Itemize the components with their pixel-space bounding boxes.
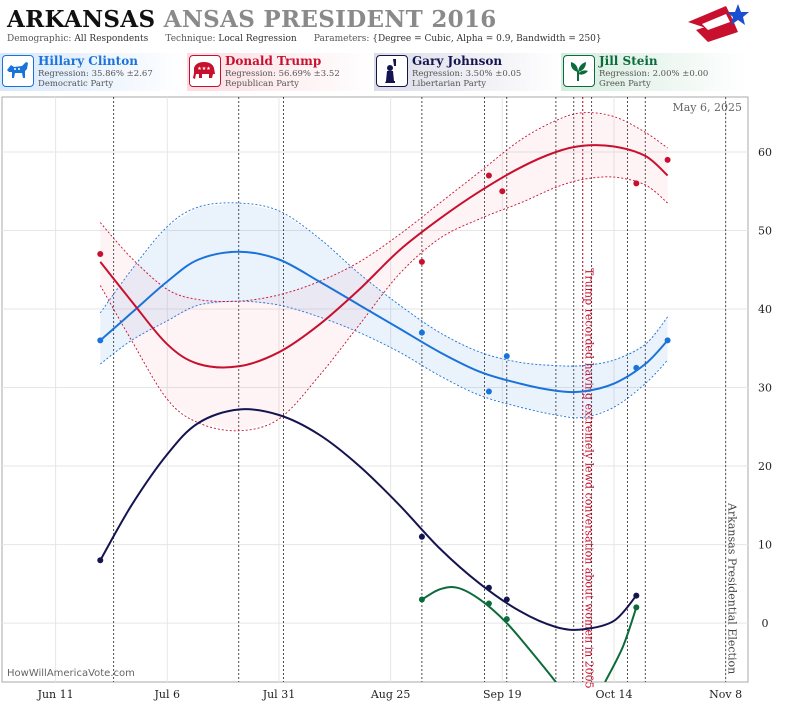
y-tick-label: 60 — [758, 146, 772, 159]
y-tick-label: 10 — [758, 539, 772, 552]
trump-upper-bound-line — [99, 112, 668, 302]
trump-trend-line[interactable] — [99, 144, 669, 369]
johnson-poll-point[interactable] — [503, 596, 510, 603]
x-tick-label: Nov 8 — [709, 688, 742, 701]
y-tick-label: 50 — [758, 224, 772, 237]
title-state: ARKANSAS — [7, 6, 156, 33]
trump-poll-point[interactable] — [664, 156, 671, 163]
page-title: ARKANSAS ANSAS PRESIDENT 2016 — [7, 6, 497, 33]
plot-frame — [1, 96, 749, 683]
candidate-party: Libertarian Party — [412, 79, 487, 89]
x-tick-label: Aug 25 — [370, 688, 411, 701]
y-tick-label: 30 — [758, 382, 772, 395]
y-tick-label: 20 — [758, 460, 772, 473]
candidate-regression: Regression: 3.50% ±0.05 — [412, 69, 522, 79]
trump-poll-point[interactable] — [418, 258, 425, 265]
candidate-party: Green Party — [599, 79, 651, 89]
candidate-regression: Regression: 56.69% ±3.52 — [225, 69, 340, 79]
johnson-poll-point[interactable] — [633, 592, 640, 599]
trump-confidence-band — [100, 112, 668, 431]
legend-item-stein[interactable]: Jill Stein Regression: 2.00% ±0.00 Green… — [561, 53, 747, 91]
clinton-poll-point[interactable] — [485, 388, 492, 395]
legend-item-trump[interactable]: ★★★ Donald Trump Regression: 56.69% ±3.5… — [187, 53, 373, 91]
trump-poll-point[interactable] — [97, 251, 104, 258]
parameters-label: Parameters: — [313, 34, 370, 44]
trump-poll-point[interactable] — [485, 172, 492, 179]
parameters-value: {Degree = Cubic, Alpha = 0.9, Bandwidth … — [372, 34, 602, 44]
annotation-label: Trump recorded having extremely lewd con… — [583, 268, 596, 689]
stein-poll-point[interactable] — [503, 616, 510, 623]
donkey-icon — [2, 55, 34, 87]
title-rest: ANSAS PRESIDENT 2016 — [163, 6, 497, 33]
candidate-party: Republican Party — [225, 79, 299, 89]
clinton-lower-bound-line — [100, 300, 668, 419]
clinton-poll-point[interactable] — [97, 337, 104, 344]
stein-poll-point[interactable] — [418, 596, 425, 603]
series-layer — [97, 112, 671, 682]
x-tick-label: Oct 14 — [595, 688, 632, 701]
liberty-icon — [376, 55, 408, 87]
candidate-regression: Regression: 2.00% ±0.00 — [599, 69, 709, 79]
trump-lower-bound-line — [99, 176, 668, 432]
stein-poll-point[interactable] — [485, 600, 492, 607]
site-logo-icon[interactable] — [686, 2, 750, 50]
clinton-trend-line[interactable] — [99, 250, 669, 394]
y-tick-label: 0 — [762, 617, 769, 630]
clinton-poll-point[interactable] — [418, 329, 425, 336]
candidate-name: Hillary Clinton — [38, 54, 138, 68]
x-tick-label: Jun 11 — [37, 688, 74, 701]
parameters-line: Demographic: All Respondents Technique: … — [7, 34, 602, 44]
stein-trend-line[interactable] — [604, 607, 638, 682]
clinton-poll-point[interactable] — [664, 337, 671, 344]
stein-poll-point[interactable] — [633, 604, 640, 611]
y-tick-label: 40 — [758, 303, 772, 316]
candidate-name: Gary Johnson — [412, 54, 503, 68]
elephant-icon: ★★★ — [189, 55, 221, 87]
demographic-label: Demographic: — [7, 34, 72, 44]
x-tick-label: Sep 19 — [483, 688, 522, 701]
candidate-regression: Regression: 35.86% ±2.67 — [38, 69, 153, 79]
demographic-value: All Respondents — [74, 34, 149, 44]
clinton-poll-point[interactable] — [503, 353, 510, 360]
stein-trend-line[interactable] — [421, 586, 557, 682]
technique-label: Technique: — [165, 34, 216, 44]
johnson-poll-point[interactable] — [97, 557, 104, 564]
candidate-name: Jill Stein — [599, 54, 658, 68]
clinton-upper-bound-line — [99, 202, 668, 367]
candidate-party: Democratic Party — [38, 79, 114, 89]
leaf-icon — [563, 55, 595, 87]
poll-chart[interactable]: Trump recorded having extremely lewd con… — [0, 93, 789, 704]
legend-item-johnson[interactable]: Gary Johnson Regression: 3.50% ±0.05 Lib… — [374, 53, 560, 91]
clinton-confidence-band — [100, 203, 668, 418]
johnson-poll-point[interactable] — [418, 533, 425, 540]
x-tick-label: Jul 31 — [262, 688, 296, 701]
clinton-poll-point[interactable] — [633, 364, 640, 371]
johnson-poll-point[interactable] — [485, 584, 492, 591]
trump-poll-point[interactable] — [499, 188, 506, 195]
date-label: May 6, 2025 — [672, 101, 742, 114]
x-tick-label: Jul 6 — [154, 688, 181, 701]
johnson-trend-line[interactable] — [99, 408, 638, 631]
technique-value: Local Regression — [218, 34, 297, 44]
legend-item-clinton[interactable]: Hillary Clinton Regression: 35.86% ±2.67… — [0, 53, 186, 91]
candidate-name: Donald Trump — [225, 54, 322, 68]
svg-text:★★★: ★★★ — [197, 66, 211, 72]
watermark: HowWillAmericaVote.com — [7, 668, 135, 679]
trump-poll-point[interactable] — [633, 180, 640, 187]
annotation-label: Arkansas Presidential Election — [726, 502, 739, 674]
